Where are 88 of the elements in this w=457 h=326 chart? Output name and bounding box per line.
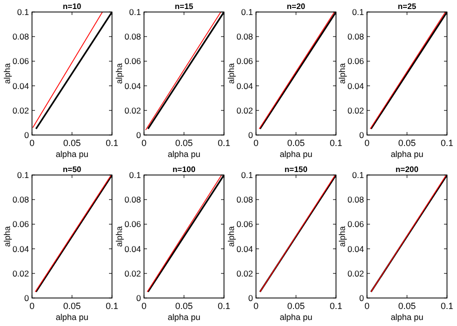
y-tick-label: 0.02 <box>347 268 364 278</box>
y-axis-title: alpha <box>2 226 12 247</box>
y-tick-label: 0.04 <box>12 244 30 254</box>
x-axis-title: alpha pu <box>168 149 201 159</box>
y-tick-label: 0.1 <box>17 6 30 17</box>
y-tick-label: 0.02 <box>12 268 30 278</box>
y-tick-label: 0.08 <box>124 194 142 205</box>
y-tick-label: 0.02 <box>236 105 254 116</box>
y-tick-label: 0 <box>24 130 30 140</box>
x-tick-label: 0.1 <box>440 138 454 148</box>
y-axis-title: alpha <box>2 62 12 84</box>
y-tick-label: 0.06 <box>347 56 364 66</box>
chart-title: n=15 <box>174 2 194 11</box>
x-axis-title: alpha pu <box>280 312 313 322</box>
y-tick-label: 0.04 <box>124 80 142 91</box>
y-tick-label: 0.08 <box>12 32 30 42</box>
x-tick-label: 0.05 <box>398 138 416 148</box>
chart-title: n=150 <box>284 165 308 174</box>
x-axis-title: alpha pu <box>280 149 313 159</box>
chart-title: n=100 <box>172 165 196 174</box>
y-tick-label: 0 <box>136 292 142 303</box>
y-tick-label: 0.06 <box>236 219 254 230</box>
y-tick-label: 0.08 <box>236 32 254 42</box>
x-tick-label: 0.05 <box>398 301 416 311</box>
y-tick-label: 0.04 <box>236 80 254 91</box>
y-tick-label: 0.02 <box>12 105 30 116</box>
y-tick-label: 0.1 <box>352 6 364 17</box>
y-tick-label: 0.04 <box>12 80 30 91</box>
y-tick-label: 0.04 <box>236 244 254 254</box>
x-axis-title: alpha pu <box>390 312 424 322</box>
y-axis-title: alpha <box>226 226 236 247</box>
y-tick-label: 0 <box>359 292 364 303</box>
y-tick-label: 0.08 <box>124 32 142 42</box>
x-tick-label: 0.1 <box>330 138 342 148</box>
y-tick-label: 0.04 <box>347 80 364 91</box>
x-tick-label: 0.05 <box>287 138 305 148</box>
y-axis-title: alpha <box>337 62 347 84</box>
y-tick-label: 0.08 <box>347 32 364 42</box>
y-tick-label: 0.02 <box>124 268 142 278</box>
y-tick-label: 0.06 <box>12 56 30 66</box>
x-tick-label: 0.1 <box>218 301 230 311</box>
y-tick-label: 0.08 <box>347 194 364 205</box>
y-tick-label: 0.04 <box>347 244 364 254</box>
y-tick-label: 0 <box>248 292 254 303</box>
x-tick-label: 0.1 <box>330 301 342 311</box>
chart-title: n=25 <box>398 2 417 11</box>
y-tick-label: 0.1 <box>129 170 142 180</box>
y-tick-label: 0.04 <box>124 244 142 254</box>
x-tick-label: 0.1 <box>440 301 454 311</box>
x-tick-label: 0.05 <box>175 301 193 311</box>
y-tick-label: 0.06 <box>236 56 254 66</box>
x-tick-label: 0.05 <box>175 138 193 148</box>
y-tick-label: 0.1 <box>241 170 254 180</box>
x-axis-title: alpha pu <box>390 149 424 159</box>
x-tick-label: 0.1 <box>106 138 118 148</box>
y-tick-label: 0 <box>136 130 142 140</box>
chart-title: n=200 <box>396 165 420 174</box>
y-tick-label: 0.02 <box>236 268 254 278</box>
y-tick-label: 0.02 <box>124 105 142 116</box>
chart-title: n=20 <box>286 2 306 11</box>
y-tick-label: 0.08 <box>236 194 254 205</box>
y-tick-label: 0.06 <box>124 219 142 230</box>
y-tick-label: 0.02 <box>347 105 364 116</box>
y-tick-label: 0.06 <box>12 219 30 230</box>
x-axis-title: alpha pu <box>168 312 201 322</box>
x-tick-label: 0.05 <box>63 138 81 148</box>
y-tick-label: 0.06 <box>124 56 142 66</box>
y-tick-label: 0.1 <box>129 6 142 17</box>
y-axis-title: alpha <box>114 226 124 247</box>
y-tick-label: 0 <box>248 130 254 140</box>
y-axis-title: alpha <box>114 62 124 84</box>
x-tick-label: 0.1 <box>218 138 230 148</box>
x-tick-label: 0.1 <box>106 301 118 311</box>
x-tick-label: 0.05 <box>287 301 305 311</box>
x-tick-label: 0.05 <box>63 301 81 311</box>
y-tick-label: 0.1 <box>352 170 364 180</box>
y-axis-title: alpha <box>226 62 236 84</box>
y-axis-title: alpha <box>337 226 347 247</box>
y-tick-label: 0 <box>359 130 364 140</box>
chart-title: n=10 <box>62 2 82 11</box>
y-tick-label: 0 <box>24 292 30 303</box>
x-axis-title: alpha pu <box>56 312 89 322</box>
x-axis-title: alpha pu <box>56 149 89 159</box>
y-tick-label: 0.06 <box>347 219 364 230</box>
y-tick-label: 0.1 <box>241 6 254 17</box>
chart-title: n=50 <box>62 165 82 174</box>
y-tick-label: 0.08 <box>12 194 30 205</box>
y-tick-label: 0.1 <box>17 170 30 180</box>
